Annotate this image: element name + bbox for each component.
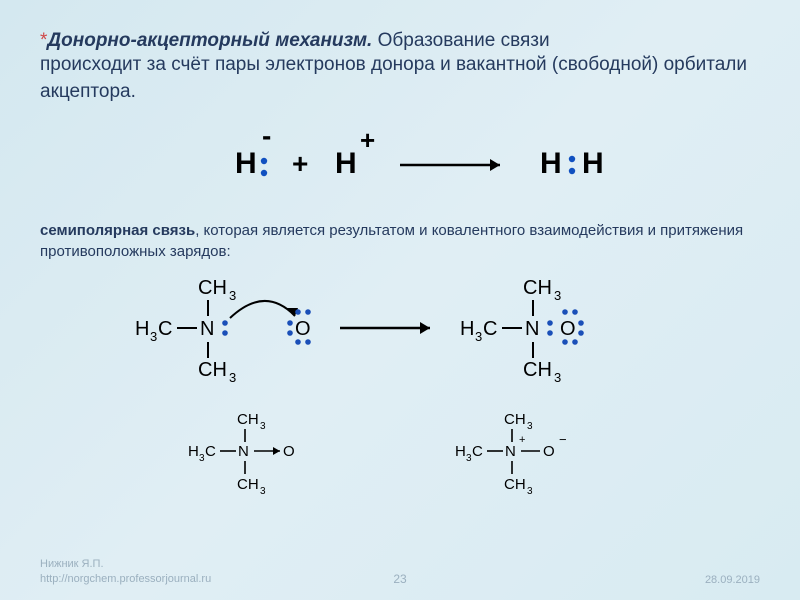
footer-author: Нижник Я.П. <box>40 557 211 571</box>
reactant-amine: H 3 C N CH 3 CH 3 <box>135 277 236 385</box>
svg-text:3: 3 <box>229 288 236 303</box>
arrow-head-icon <box>420 322 430 334</box>
svg-text:C: C <box>205 443 216 460</box>
svg-text:O: O <box>560 318 576 340</box>
svg-text:3: 3 <box>260 421 266 432</box>
svg-text:CH: CH <box>523 277 552 299</box>
svg-text:CH: CH <box>523 359 552 381</box>
svg-text:O: O <box>543 443 555 460</box>
svg-text:N: N <box>525 318 539 340</box>
diagram-hydride: H - + H + H H <box>40 123 760 206</box>
svg-text:CH: CH <box>198 277 227 299</box>
arrow-head-icon <box>490 159 500 171</box>
footer-page: 23 <box>393 572 406 586</box>
svg-text:3: 3 <box>475 329 482 344</box>
footer-left: Нижник Я.П. http://norgchem.professorjou… <box>40 557 211 586</box>
svg-text:3: 3 <box>527 486 533 497</box>
lonepair-dot <box>261 170 267 176</box>
svg-text:3: 3 <box>554 370 561 385</box>
svg-text:N: N <box>200 318 214 340</box>
bond-dot <box>569 156 575 162</box>
svg-text:3: 3 <box>150 329 157 344</box>
svg-text:H: H <box>455 443 466 460</box>
svg-text:CH: CH <box>504 476 526 493</box>
charge-plus-icon: + <box>360 125 375 155</box>
title-block: *Донорно-акцепторный механизм. Образован… <box>40 30 760 105</box>
product-amine-oxide: H 3 C N CH 3 CH 3 O <box>460 277 584 385</box>
svg-text:C: C <box>472 443 483 460</box>
svg-text:O: O <box>283 443 295 460</box>
svg-text:O: O <box>295 318 311 340</box>
svg-text:3: 3 <box>527 421 533 432</box>
diagram-amine-oxide-blue: H 3 C N CH 3 CH 3 O <box>40 270 760 395</box>
svg-text:−: − <box>559 432 567 447</box>
atom-h2: H <box>335 147 357 180</box>
reactant-left: H 3 C N CH 3 CH 3 O <box>188 411 295 497</box>
footer-date: 28.09.2019 <box>705 574 760 586</box>
charge-minus-icon: - <box>262 123 271 151</box>
svg-text:C: C <box>483 318 497 340</box>
plus-sign: + <box>292 148 308 179</box>
svg-text:H: H <box>460 318 474 340</box>
svg-text:H: H <box>135 318 149 340</box>
subtitle-bold: семиполярная связь <box>40 222 195 239</box>
footer-url: http://norgchem.professorjournal.ru <box>40 572 211 586</box>
atom-h3: H <box>540 147 562 180</box>
svg-text:3: 3 <box>554 288 561 303</box>
svg-text:N: N <box>505 443 516 460</box>
svg-text:N: N <box>238 443 249 460</box>
svg-text:CH: CH <box>504 411 526 428</box>
subtitle-block: семиполярная связь, которая является рез… <box>40 220 760 262</box>
svg-text:CH: CH <box>237 476 259 493</box>
reactant-oxygen: O <box>230 301 311 345</box>
svg-text:+: + <box>519 434 525 446</box>
svg-text:H: H <box>188 443 199 460</box>
svg-text:3: 3 <box>229 370 236 385</box>
title-rest1: Образование связи <box>372 30 549 51</box>
lonepair-dot <box>261 158 267 164</box>
svg-text:3: 3 <box>260 486 266 497</box>
product-right: H 3 C N + CH 3 CH 3 O − <box>455 411 567 497</box>
atom-h4: H <box>582 147 604 180</box>
svg-text:C: C <box>158 318 172 340</box>
title-rest2: происходит за счёт пары электронов донор… <box>40 52 760 105</box>
slide-content: *Донорно-акцепторный механизм. Образован… <box>0 0 800 516</box>
svg-text:CH: CH <box>237 411 259 428</box>
title-bold: Донорно-акцепторный механизм. <box>47 30 372 51</box>
bond-dot <box>569 168 575 174</box>
atom-h1: H <box>235 147 257 180</box>
svg-text:CH: CH <box>198 359 227 381</box>
diagram-amine-oxide-charges: H 3 C N CH 3 CH 3 O H 3 C <box>40 401 760 506</box>
